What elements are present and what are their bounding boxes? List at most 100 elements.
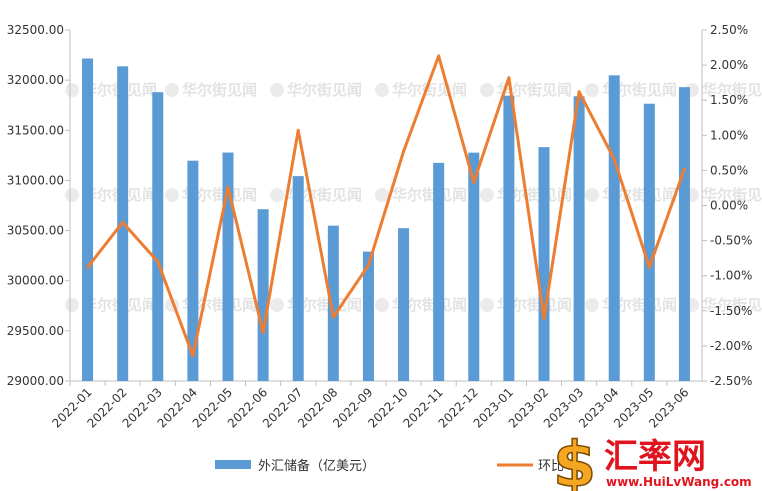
line-point	[402, 149, 406, 153]
watermark: 华尔街见闻	[375, 296, 467, 314]
line-point	[86, 265, 90, 269]
svg-text:华尔街见闻: 华尔街见闻	[182, 296, 257, 314]
line-point	[331, 315, 335, 319]
watermark: 华尔街见闻	[375, 81, 467, 99]
legend-bar-swatch	[215, 460, 251, 469]
logo-name: 汇率网	[604, 437, 706, 477]
bar	[433, 162, 445, 381]
y-right-tick-label: 2.50%	[710, 23, 748, 37]
line-point	[682, 167, 686, 171]
y-right-tick-label: -0.50%	[710, 234, 752, 248]
watermark: 华尔街见闻	[65, 81, 157, 99]
line-point	[366, 263, 370, 267]
svg-text:华尔街见闻: 华尔街见闻	[602, 81, 677, 99]
y-right-tick-label: -1.50%	[710, 304, 752, 318]
legend-line-label: 环比	[538, 459, 564, 474]
svg-text:华尔街见闻: 华尔街见闻	[602, 296, 677, 314]
bar	[82, 58, 94, 382]
bar	[398, 228, 410, 381]
line-point	[472, 180, 476, 184]
watermark: 华尔街见闻	[270, 186, 362, 204]
bar	[538, 147, 550, 381]
line-point	[507, 76, 511, 80]
y-right-tick-label: -2.50%	[710, 374, 752, 388]
legend-bar-label: 外汇储备（亿美元）	[258, 458, 375, 474]
y-left-tick-label: 29000.00	[7, 374, 64, 388]
watermark: 华尔街见闻	[165, 81, 257, 99]
watermark: 华尔街见闻	[585, 296, 677, 314]
y-right-tick-label: 0.00%	[710, 199, 748, 213]
bar	[503, 95, 515, 382]
bar-series	[82, 58, 690, 382]
svg-text:华尔街见闻: 华尔街见闻	[497, 296, 572, 314]
y-right-tick-label: -2.00%	[710, 339, 752, 353]
y-left-tick-label: 29500.00	[7, 324, 64, 338]
watermark: 华尔街见闻	[480, 81, 572, 99]
bar	[678, 87, 690, 382]
logo-url: www.HuiLvWang.com	[606, 475, 752, 489]
y-left-tick-label: 32500.00	[7, 23, 64, 37]
y-left-tick-label: 32000.00	[7, 73, 64, 87]
line-point	[156, 260, 160, 264]
svg-text:华尔街见闻: 华尔街见闻	[702, 81, 762, 99]
bar	[643, 103, 655, 382]
bar	[187, 160, 199, 381]
line-point	[577, 90, 581, 94]
huilvwang-logo: $ 汇率网 www.HuiLvWang.com	[552, 427, 752, 491]
y-right-tick-label: 2.00%	[710, 58, 748, 72]
watermark: 华尔街见闻	[585, 186, 677, 204]
watermark: 华尔街见闻	[270, 296, 362, 314]
x-axis-labels: 2022-012022-022022-032022-042022-052022-…	[49, 381, 692, 431]
bar	[573, 96, 585, 382]
line-point	[261, 331, 265, 335]
line-point	[542, 317, 546, 321]
axes: 29000.00 29500.00 30000.00 30500.00 31000.00…	[7, 23, 753, 388]
logo-dollar-icon: $	[553, 428, 596, 491]
svg-text:华尔街见闻: 华尔街见闻	[702, 296, 762, 314]
line-series	[86, 54, 686, 358]
y-right-tick-label: 0.50%	[710, 163, 748, 177]
bar	[608, 75, 620, 382]
bar	[468, 152, 480, 381]
y-right-tick-label: 1.50%	[710, 93, 748, 107]
watermark: 华尔街见闻	[65, 186, 157, 204]
line-path	[86, 54, 686, 358]
watermark: 华尔街见闻	[165, 186, 257, 204]
watermark: 华尔街见闻	[585, 81, 677, 99]
svg-text:华尔街见闻: 华尔街见闻	[182, 81, 257, 99]
bar	[222, 152, 234, 381]
svg-text:华尔街见闻: 华尔街见闻	[497, 81, 572, 99]
line-point	[647, 265, 651, 269]
line-point	[437, 54, 441, 58]
watermark: 华尔街见闻	[165, 296, 257, 314]
bar	[257, 209, 269, 381]
bar	[362, 251, 374, 381]
y-left-tick-label: 31000.00	[7, 173, 64, 187]
y-right-tick-label: 1.00%	[710, 128, 748, 142]
y-left-tick-label: 30500.00	[7, 224, 64, 238]
y-left-tick-label: 31500.00	[7, 123, 64, 137]
line-point	[191, 354, 195, 358]
line-point	[121, 220, 125, 224]
watermark: 华尔街见闻	[375, 186, 467, 204]
svg-text:华尔街见闻: 华尔街见闻	[392, 296, 467, 314]
svg-text:华尔街见闻: 华尔街见闻	[182, 186, 257, 204]
svg-text:华尔街见闻: 华尔街见闻	[702, 186, 762, 204]
svg-text:华尔街见闻: 华尔街见闻	[392, 186, 467, 204]
y-right-tick-label: -1.00%	[710, 269, 752, 283]
legend: 外汇储备（亿美元） 环比	[215, 458, 564, 474]
watermark: 华尔街见闻	[270, 81, 362, 99]
svg-text:华尔街见闻: 华尔街见闻	[497, 186, 572, 204]
watermark: 华尔街见闻	[480, 186, 572, 204]
y-left-tick-label: 30000.00	[7, 274, 64, 288]
line-point	[226, 185, 230, 189]
line-point	[612, 157, 616, 161]
bar	[327, 225, 339, 381]
bar	[292, 176, 304, 381]
watermark: 华尔街见闻	[65, 296, 157, 314]
line-point	[296, 128, 300, 132]
bar	[152, 92, 164, 382]
watermark-layer: 华尔街见闻华尔街见闻华尔街见闻华尔街见闻华尔街见闻华尔街见闻华尔街见闻华尔街见闻…	[65, 81, 762, 314]
svg-text:华尔街见闻: 华尔街见闻	[602, 186, 677, 204]
